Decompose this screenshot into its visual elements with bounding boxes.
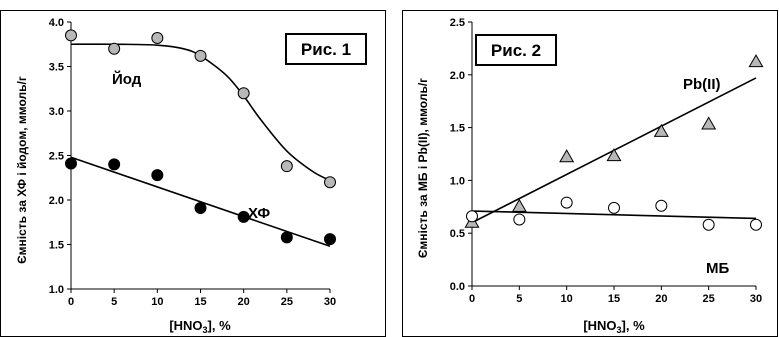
- x-axis-label-tail: ], %: [622, 318, 646, 333]
- data-point-хф: [151, 169, 164, 182]
- data-point-хф: [324, 233, 336, 246]
- data-point-хф: [194, 202, 207, 215]
- y-tick-label: 0.5: [450, 228, 465, 240]
- data-point-йод: [280, 160, 293, 173]
- data-point-pb-ii-: [559, 149, 575, 163]
- y-tick-label: 3.5: [49, 62, 64, 74]
- fit-line-мб: [471, 210, 757, 220]
- x-tick-label: 30: [324, 296, 336, 308]
- x-tick-label: 10: [151, 296, 163, 308]
- x-axis-label: [HNO3], %: [169, 318, 231, 335]
- fit-lines: [70, 43, 331, 248]
- data-point-pb-ii-: [511, 198, 527, 212]
- x-tick-label: 5: [516, 293, 522, 305]
- data-point-pb-ii-: [748, 54, 764, 68]
- x-axis-label-base: [HNO: [583, 318, 616, 333]
- data-point-йод: [151, 32, 164, 45]
- y-tick-label: 2.5: [450, 17, 465, 29]
- y-axis-label: Ємність за ХФ і йодом, ммоль/г: [15, 76, 29, 264]
- data-points: [65, 29, 336, 246]
- data-point-хф: [108, 158, 121, 171]
- y-tick-label: 4.0: [49, 17, 64, 29]
- figure-label-box: [475, 34, 557, 66]
- y-tick-label: 1.5: [450, 123, 465, 135]
- series-label-mb: МБ: [706, 260, 729, 277]
- data-point-йод: [108, 42, 121, 55]
- y-tick-label: 1.5: [49, 240, 64, 252]
- data-point-хф: [237, 210, 250, 223]
- data-point-йод: [194, 49, 207, 62]
- y-tick-label: 0.0: [450, 281, 465, 293]
- data-point-йод: [237, 87, 250, 100]
- data-point-pb-ii-: [606, 148, 622, 162]
- x-tick-label: 0: [68, 296, 74, 308]
- tick-labels: 0 5 10 15 20 25 30 1.0 1.5 2.0 2.5 3.0 3.5 4.0: [49, 17, 336, 308]
- tick-labels: 0 5 10 15 20 25 30 0.0 0.5 1.0 1.5 2.0 2.5: [450, 17, 762, 305]
- x-axis-label-sub: 3: [203, 325, 208, 335]
- data-point-йод: [324, 176, 336, 189]
- y-tick-label: 3.0: [49, 106, 64, 118]
- data-point-мб: [560, 196, 573, 209]
- figure-label-box: [285, 33, 367, 65]
- data-point-мб: [608, 201, 620, 214]
- x-axis-label-tail: ], %: [208, 318, 232, 333]
- x-tick-label: 25: [281, 296, 293, 308]
- y-axis-label: Ємність за МБ і Pb(II), ммоль/г: [416, 78, 430, 258]
- series-label-iodine: Йод: [112, 70, 142, 88]
- chart-panel-2: 0 5 10 15 20 25 30 0.0 0.5 1.0 1.5 2.0 2.5 Рис. 2 Pb…: [402, 10, 778, 337]
- x-axis-label-sub: 3: [617, 325, 622, 335]
- x-tick-label: 25: [703, 293, 715, 305]
- chart-panel-1: 0 5 10 15 20 25 30 1.0 1.5 2.0 2.5 3.0 3.5 4.0 Рис. 1…: [0, 10, 386, 337]
- y-tick-label: 1.0: [450, 175, 465, 187]
- figure-label: Рис. 2: [491, 41, 541, 60]
- plot-axes: [468, 21, 757, 290]
- data-point-мб: [513, 213, 526, 226]
- y-tick-label: 2.5: [49, 151, 64, 163]
- x-tick-label: 0: [469, 293, 475, 305]
- data-point-pb-ii-: [653, 123, 669, 137]
- series-label-pb: Pb(II): [683, 76, 721, 93]
- x-axis-label: [HNO3], %: [583, 318, 645, 335]
- data-point-мб: [702, 218, 715, 231]
- y-tick-label: 1.0: [49, 284, 64, 296]
- data-point-йод: [65, 29, 77, 42]
- series-label-hf: ХФ: [248, 205, 270, 222]
- figure-label: Рис. 1: [301, 40, 351, 59]
- x-tick-label: 10: [561, 293, 573, 305]
- x-tick-label: 5: [111, 296, 117, 308]
- x-tick-label: 20: [655, 293, 667, 305]
- x-tick-label: 15: [608, 293, 620, 305]
- fit-line-йод: [70, 43, 331, 182]
- fit-line-хф: [70, 156, 331, 248]
- y-tick-label: 2.0: [450, 70, 465, 82]
- data-point-мб: [655, 199, 668, 212]
- x-tick-label: 15: [194, 296, 206, 308]
- x-tick-label: 20: [238, 296, 250, 308]
- data-point-хф: [280, 231, 293, 244]
- x-tick-label: 30: [750, 293, 762, 305]
- y-tick-label: 2.0: [49, 195, 64, 207]
- data-point-мб: [750, 218, 762, 231]
- plot-axes: [67, 21, 331, 293]
- data-point-pb-ii-: [701, 116, 717, 130]
- data-point-хф: [65, 157, 77, 170]
- data-points: [464, 54, 764, 231]
- x-axis-label-base: [HNO: [169, 318, 202, 333]
- data-point-мб: [466, 210, 478, 223]
